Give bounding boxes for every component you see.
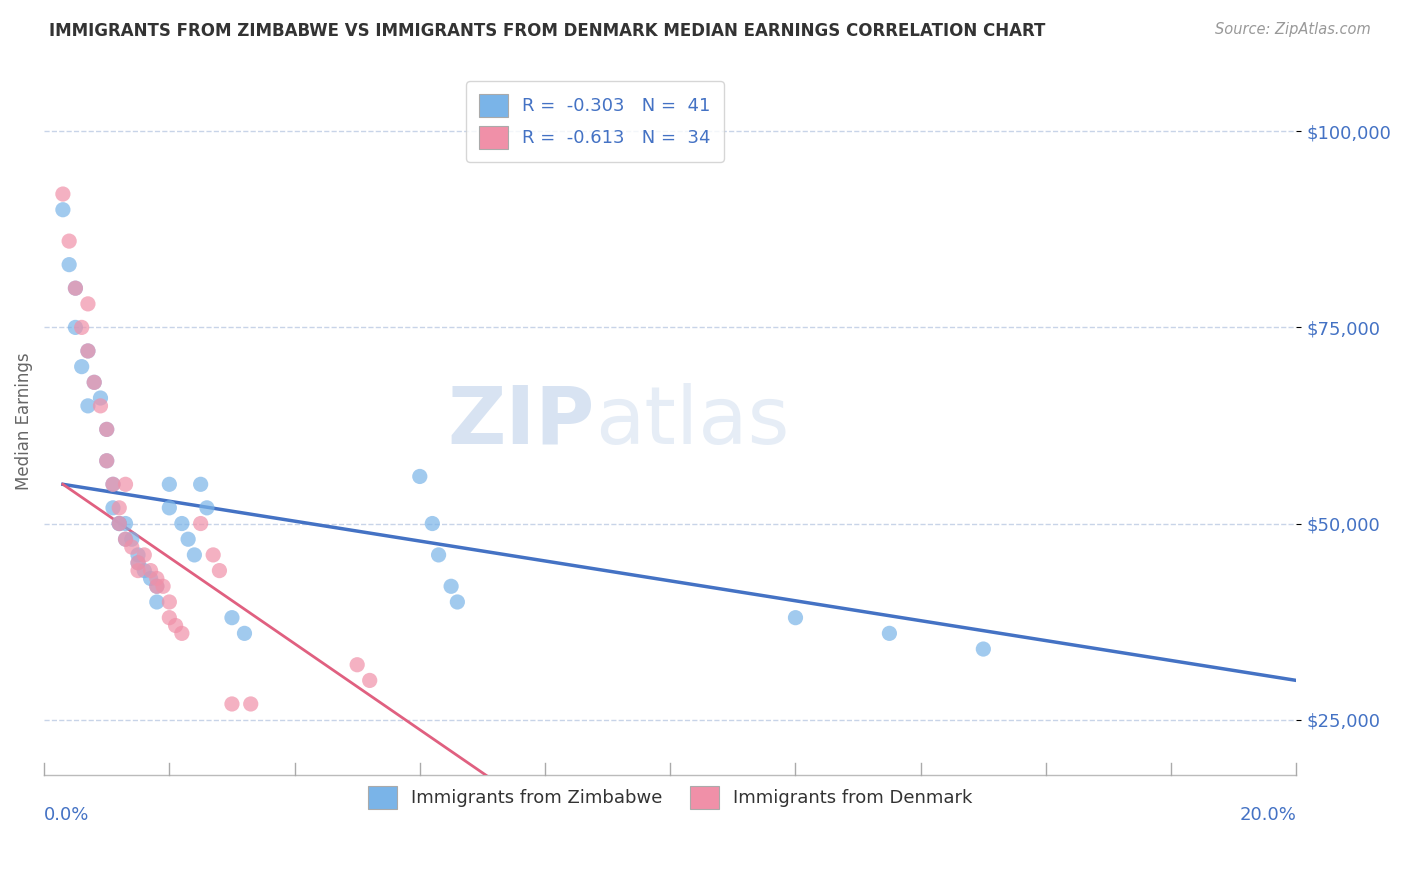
Point [101, 500, 124, 515]
Point [77, 343, 100, 358]
Point [96, 422, 118, 436]
Point [83, 376, 105, 390]
Point [446, 595, 468, 609]
Point [114, 533, 136, 547]
Point [420, 516, 443, 531]
Point [879, 626, 901, 640]
Point [239, 697, 262, 711]
Point [183, 548, 205, 562]
Point [146, 579, 169, 593]
Point [359, 673, 381, 688]
Point [165, 618, 187, 632]
Text: IMMIGRANTS FROM ZIMBABWE VS IMMIGRANTS FROM DENMARK MEDIAN EARNINGS CORRELATION : IMMIGRANTS FROM ZIMBABWE VS IMMIGRANTS F… [49, 22, 1046, 40]
Point [101, 477, 124, 491]
Point [83, 376, 105, 390]
Point [89, 399, 111, 413]
Point [77, 399, 100, 413]
Point [972, 642, 994, 657]
Point [146, 571, 169, 585]
Point [221, 610, 243, 624]
Point [346, 657, 368, 672]
Point [52, 187, 75, 202]
Point [233, 626, 256, 640]
Point [52, 202, 75, 217]
Point [157, 595, 180, 609]
Point [139, 564, 162, 578]
Point [65, 281, 87, 295]
Point [96, 454, 118, 468]
Point [440, 579, 463, 593]
Point [177, 533, 200, 547]
Point [785, 610, 807, 624]
Point [170, 626, 193, 640]
Point [70, 320, 93, 334]
Point [89, 391, 111, 405]
Point [146, 579, 169, 593]
Point [195, 500, 218, 515]
Point [190, 516, 212, 531]
Point [108, 516, 131, 531]
Point [134, 548, 156, 562]
Text: ZIP: ZIP [449, 383, 595, 460]
Point [108, 500, 131, 515]
Point [427, 548, 450, 562]
Text: 0.0%: 0.0% [44, 806, 90, 824]
Point [208, 564, 231, 578]
Point [77, 297, 100, 311]
Point [170, 516, 193, 531]
Legend: Immigrants from Zimbabwe, Immigrants from Denmark: Immigrants from Zimbabwe, Immigrants fro… [361, 779, 980, 816]
Text: Source: ZipAtlas.com: Source: ZipAtlas.com [1215, 22, 1371, 37]
Point [121, 540, 143, 554]
Point [127, 564, 149, 578]
Point [152, 579, 174, 593]
Point [157, 500, 180, 515]
Point [121, 533, 143, 547]
Point [139, 571, 162, 585]
Point [77, 343, 100, 358]
Point [134, 564, 156, 578]
Y-axis label: Median Earnings: Median Earnings [15, 352, 32, 491]
Text: 20.0%: 20.0% [1240, 806, 1296, 824]
Point [70, 359, 93, 374]
Point [127, 556, 149, 570]
Text: atlas: atlas [595, 383, 790, 460]
Point [146, 595, 169, 609]
Point [157, 610, 180, 624]
Point [114, 533, 136, 547]
Point [108, 516, 131, 531]
Point [58, 234, 80, 248]
Point [101, 477, 124, 491]
Point [96, 454, 118, 468]
Point [96, 422, 118, 436]
Point [65, 320, 87, 334]
Point [221, 697, 243, 711]
Point [58, 258, 80, 272]
Point [190, 477, 212, 491]
Point [409, 469, 432, 483]
Point [127, 548, 149, 562]
Point [127, 556, 149, 570]
Point [108, 516, 131, 531]
Point [202, 548, 225, 562]
Point [157, 477, 180, 491]
Point [65, 281, 87, 295]
Point [114, 516, 136, 531]
Point [114, 477, 136, 491]
